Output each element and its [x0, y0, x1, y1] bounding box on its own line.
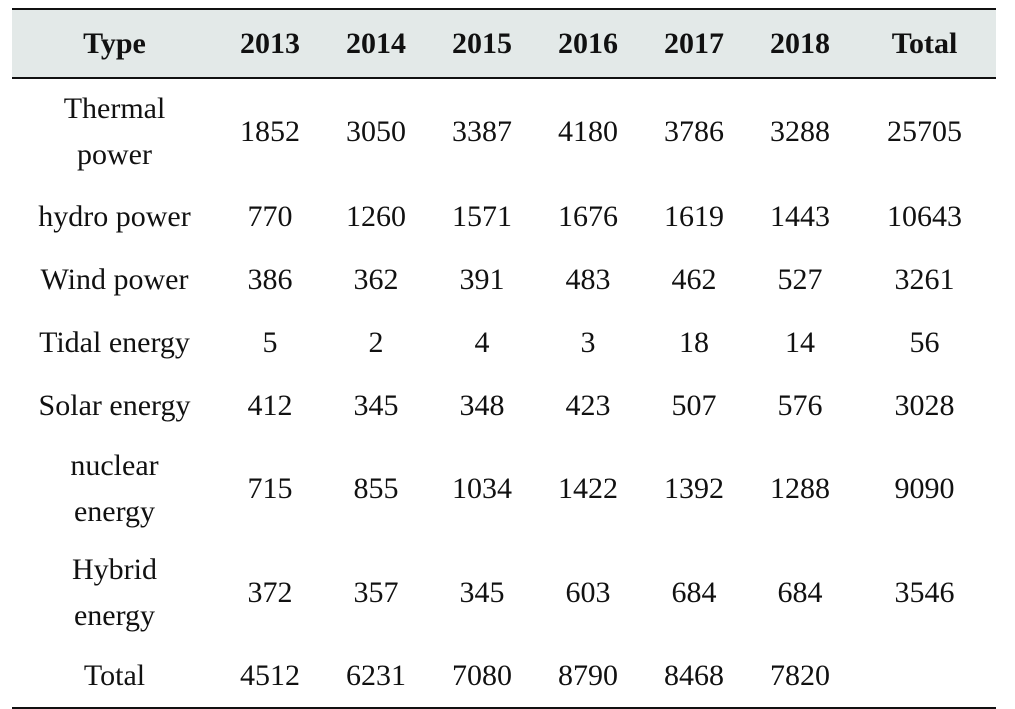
value-cell: 8790: [535, 645, 641, 709]
value-cell: 8468: [641, 645, 747, 709]
value-cell: 527: [777, 262, 823, 296]
header-2016: 2016: [535, 8, 641, 79]
type-label-line: power: [77, 138, 152, 171]
table-row: hydro power 770 1260 1571 1676 1619 1443 10643: [12, 185, 996, 248]
header-2018: 2018: [747, 8, 853, 79]
value-cell: 603: [565, 576, 611, 609]
type-label-line: Thermal: [63, 92, 166, 125]
type-cell: Solar energy: [12, 374, 217, 437]
value-cell: 386: [247, 262, 293, 296]
value-cell: 3786: [664, 115, 724, 148]
value-cell: 423: [565, 388, 611, 422]
header-2014: 2014: [323, 8, 429, 79]
value-cell: 1260: [346, 199, 406, 233]
header-2015: 2015: [429, 8, 535, 79]
value-cell: 1422: [558, 472, 618, 505]
header-2017: 2017: [641, 8, 747, 79]
value-cell: 576: [777, 388, 823, 422]
value-cell: 684: [777, 576, 823, 609]
value-cell: 7820: [747, 645, 853, 709]
type-cell: Tidal energy: [12, 311, 217, 374]
header-type: Type: [12, 8, 217, 79]
value-cell: 1034: [452, 472, 512, 505]
table-header-row: Type 2013 2014 2015 2016 2017 2018 Total: [12, 8, 996, 79]
type-cell: hydro power: [12, 185, 217, 248]
table-row: Hybrid energy 372 357 345 603 684 684 3546: [12, 541, 996, 645]
type-label-line: nuclear: [70, 449, 159, 482]
value-cell: [853, 645, 996, 709]
value-cell: 345: [353, 388, 399, 422]
value-cell: 7080: [429, 645, 535, 709]
type-cell: Wind power: [12, 248, 217, 311]
value-cell: 4: [474, 325, 490, 359]
value-cell: 3028: [894, 388, 955, 422]
header-total: Total: [853, 8, 996, 79]
value-cell: 2: [368, 325, 384, 359]
value-cell: 3546: [894, 576, 955, 609]
type-label-line: Total: [83, 659, 146, 692]
value-cell: 362: [353, 262, 399, 296]
table-row: Thermal power 1852 3050 3387 4180 3786 3288 2570…: [12, 78, 996, 185]
value-cell: 1676: [558, 199, 618, 233]
value-cell: 391: [459, 262, 505, 296]
value-cell: 3387: [452, 115, 512, 148]
value-cell: 684: [671, 576, 717, 609]
value-cell: 345: [459, 576, 505, 609]
value-cell: 1852: [240, 115, 300, 148]
value-cell: 18: [679, 325, 709, 359]
value-cell: 25705: [887, 115, 962, 148]
value-cell: 4180: [558, 115, 618, 148]
value-cell: 348: [459, 388, 505, 422]
type-label-line: Hybrid: [72, 553, 157, 586]
type-label-line: hydro power: [38, 199, 191, 233]
value-cell: 9090: [894, 472, 955, 505]
header-2013: 2013: [217, 8, 323, 79]
table-row: Total 4512 6231 7080 8790 8468 7820: [12, 645, 996, 709]
type-label-line: Tidal energy: [39, 325, 190, 359]
value-cell: 1443: [770, 199, 830, 233]
table-body: Thermal power 1852 3050 3387 4180 3786 3288 2570…: [12, 78, 996, 709]
type-label-line: energy: [73, 599, 156, 632]
type-label-line: Wind power: [40, 262, 189, 296]
value-cell: 3050: [346, 115, 406, 148]
value-cell: 462: [671, 262, 717, 296]
type-cell: nuclear energy: [12, 437, 217, 541]
value-cell: 56: [909, 325, 940, 359]
type-cell: Thermal power: [12, 78, 217, 185]
table-row: nuclear energy 715 855 1034 1422 1392 1288 9090: [12, 437, 996, 541]
value-cell: 412: [247, 388, 293, 422]
value-cell: 372: [247, 576, 293, 609]
value-cell: 1571: [452, 199, 512, 233]
type-label-line: energy: [73, 495, 156, 528]
value-cell: 10643: [887, 199, 962, 233]
type-label-line: Solar energy: [38, 388, 191, 422]
value-cell: 6231: [323, 645, 429, 709]
value-cell: 3: [580, 325, 596, 359]
value-cell: 3261: [894, 262, 955, 296]
type-cell: Total: [12, 645, 217, 709]
value-cell: 483: [565, 262, 611, 296]
value-cell: 1619: [664, 199, 724, 233]
value-cell: 357: [353, 576, 399, 609]
energy-table: Type 2013 2014 2015 2016 2017 2018 Total…: [12, 8, 996, 709]
table-row: Solar energy 412 345 348 423 507 576 3028: [12, 374, 996, 437]
value-cell: 855: [353, 472, 399, 505]
table-row: Tidal energy 5 2 4 3 18 14 56: [12, 311, 996, 374]
value-cell: 1288: [770, 472, 830, 505]
value-cell: 715: [247, 472, 293, 505]
value-cell: 3288: [770, 115, 830, 148]
value-cell: 5: [262, 325, 278, 359]
value-cell: 770: [247, 199, 293, 233]
value-cell: 14: [785, 325, 815, 359]
type-cell: Hybrid energy: [12, 541, 217, 645]
table-row: Wind power 386 362 391 483 462 527 3261: [12, 248, 996, 311]
value-cell: 1392: [664, 472, 724, 505]
value-cell: 507: [671, 388, 717, 422]
value-cell: 4512: [217, 645, 323, 709]
